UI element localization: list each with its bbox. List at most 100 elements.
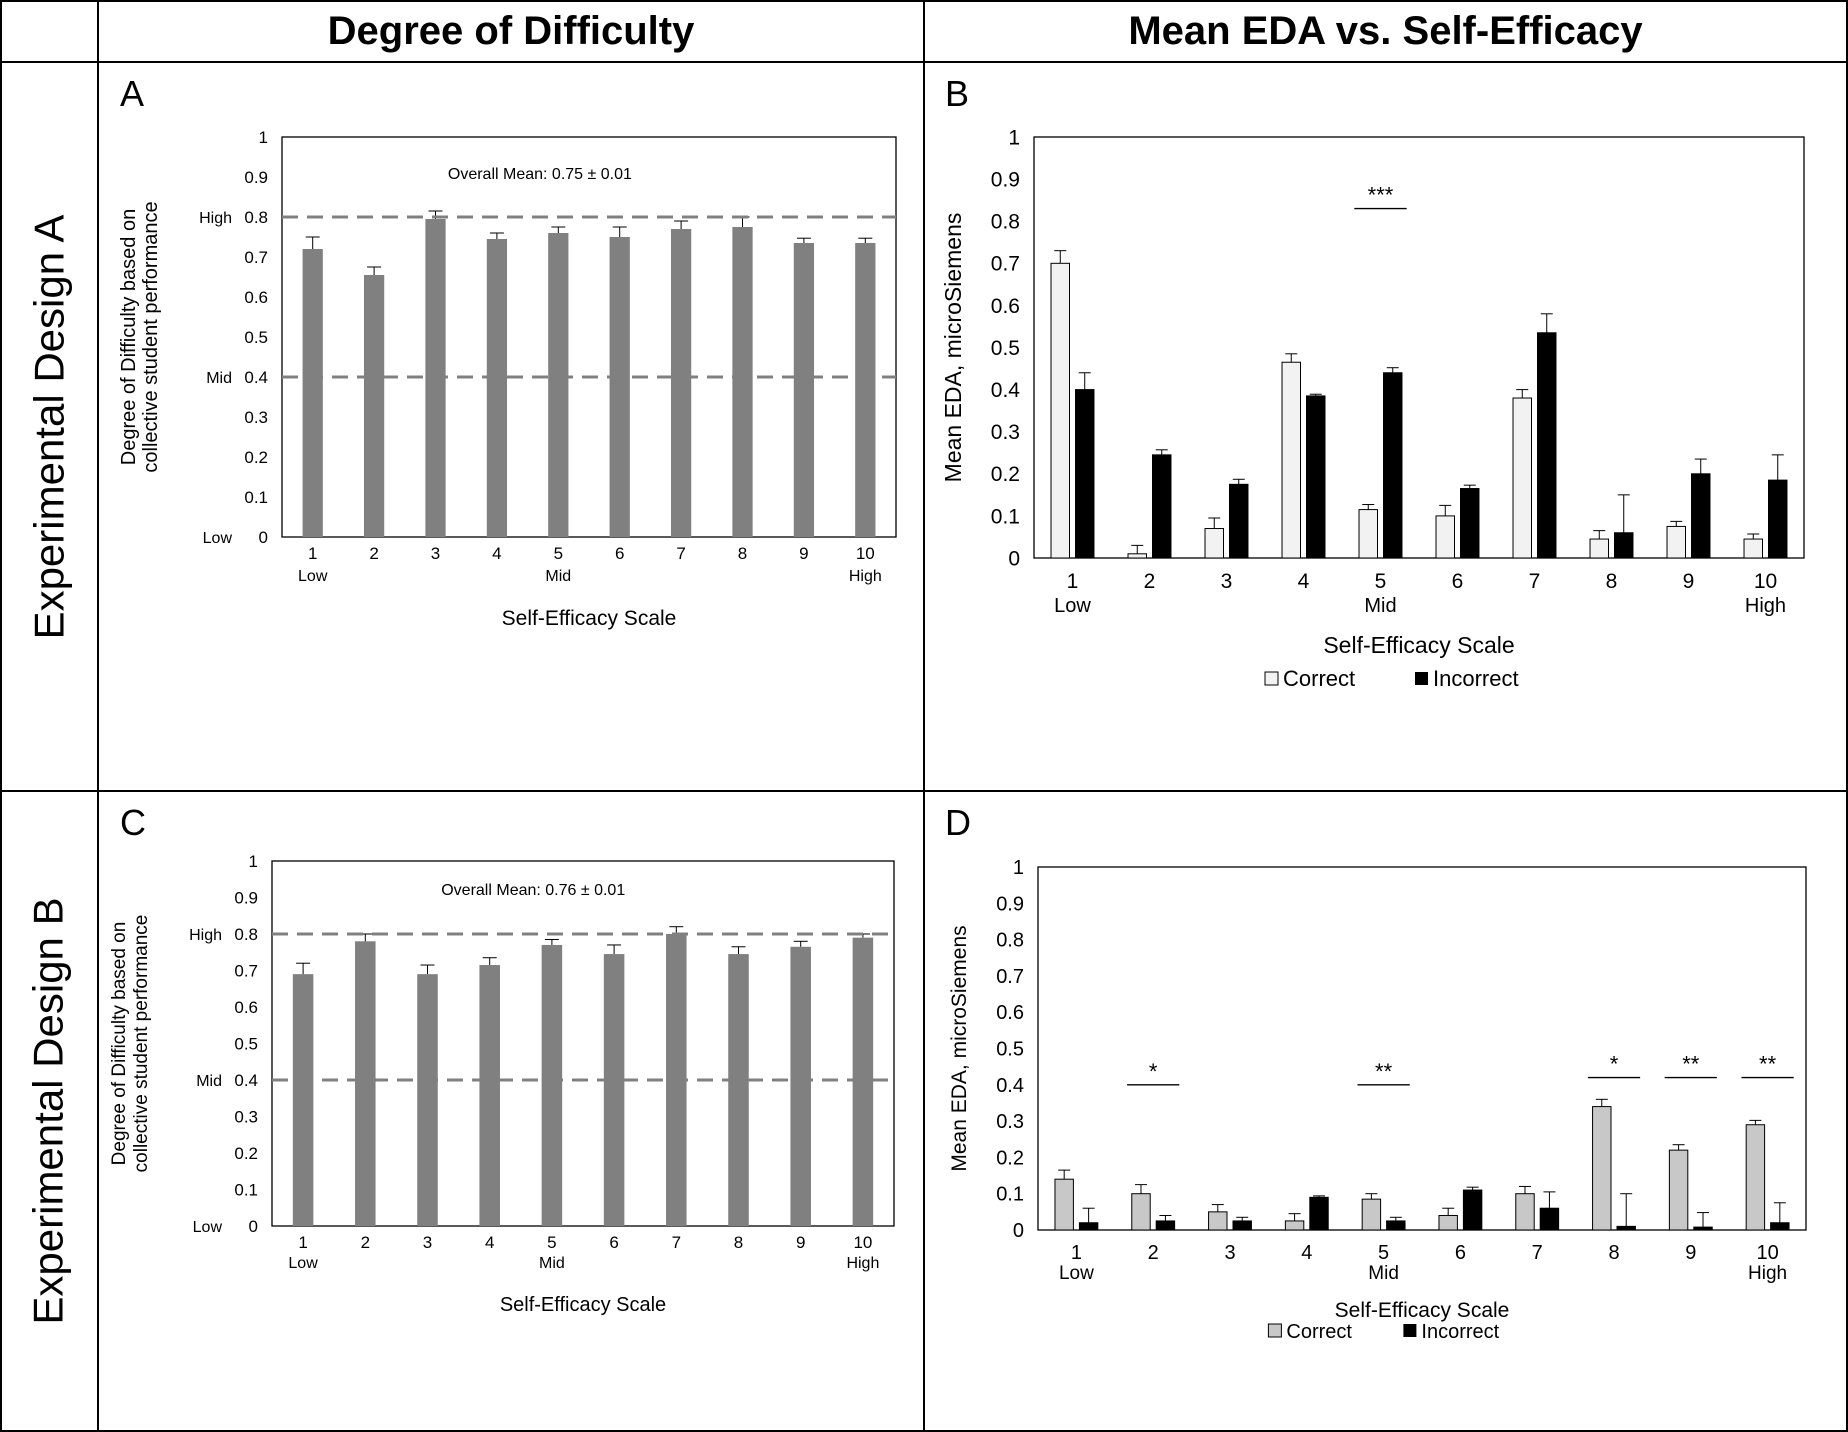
y-tick-label: 0.3 xyxy=(991,421,1020,444)
y-tick-label: 0.2 xyxy=(244,448,268,467)
overall-mean-annotation: Overall Mean: 0.75 ± 0.01 xyxy=(448,166,632,183)
y-tick-label: 1 xyxy=(1008,126,1020,149)
y-tick-label: 0.7 xyxy=(244,248,268,267)
y-tick-label: 0.3 xyxy=(244,408,268,427)
x-tick-sublabel: High xyxy=(1748,1263,1787,1284)
x-tick-label: 8 xyxy=(1606,570,1618,593)
x-tick-sublabel: High xyxy=(1745,595,1786,617)
x-tick-label: 7 xyxy=(672,1233,681,1252)
incorrect-bar xyxy=(1539,1207,1560,1231)
table-border-left xyxy=(0,0,2,1432)
x-tick-label: 10 xyxy=(1756,1242,1778,1264)
y-tick-label: 0 xyxy=(1008,547,1020,570)
plot-frame-b xyxy=(1033,136,1805,559)
x-axis-title: Self-Efficacy Scale xyxy=(500,1294,666,1316)
y-tick-label: 0.9 xyxy=(991,168,1020,191)
x-tick-label: 6 xyxy=(615,544,624,563)
y-axis-title-line: Degree of Difficulty based on xyxy=(109,922,130,1166)
legend-label-incorrect: Incorrect xyxy=(1433,666,1519,691)
table-divider-col1 xyxy=(97,0,99,1432)
incorrect-bar xyxy=(1232,1220,1252,1231)
y-tick-prefix-label: Mid xyxy=(196,1073,222,1090)
incorrect-bar xyxy=(1462,1189,1483,1231)
correct-bar xyxy=(1592,1106,1612,1231)
y-tick-label: 0.4 xyxy=(234,1071,258,1090)
x-tick-sublabel: Mid xyxy=(1368,1263,1399,1284)
significance-marker: * xyxy=(1149,1059,1158,1084)
difficulty-bar xyxy=(479,965,500,1226)
incorrect-bar xyxy=(1386,1220,1406,1231)
legend-label-incorrect: Incorrect xyxy=(1421,1321,1499,1343)
incorrect-bar xyxy=(1616,1225,1636,1231)
difficulty-bar xyxy=(732,227,753,537)
y-tick-prefix-label: Mid xyxy=(206,370,232,387)
x-tick-label: 5 xyxy=(554,544,563,563)
y-tick-label: 0.7 xyxy=(991,253,1020,276)
difficulty-bar xyxy=(548,233,569,537)
x-tick-sublabel: Low xyxy=(288,1255,318,1272)
y-tick-label: 0 xyxy=(1013,1220,1024,1242)
y-tick-label: 0.4 xyxy=(244,368,268,387)
y-tick-label: 0.1 xyxy=(996,1184,1024,1206)
incorrect-bar xyxy=(1078,1222,1099,1231)
plot-frame-d xyxy=(1037,866,1807,1231)
correct-bar xyxy=(1284,1220,1305,1231)
x-tick-label: 4 xyxy=(485,1233,494,1252)
y-axis-title-line: Degree of Difficulty based on xyxy=(118,209,140,465)
y-tick-label: 1 xyxy=(1013,857,1024,879)
y-tick-label: 0.7 xyxy=(234,961,258,980)
incorrect-bar xyxy=(1309,1196,1329,1231)
x-tick-label: 3 xyxy=(423,1233,432,1252)
x-tick-sublabel: Low xyxy=(1054,595,1091,617)
plot-frame-a xyxy=(281,136,897,538)
x-tick-label: 3 xyxy=(431,544,440,563)
y-tick-label: 0.8 xyxy=(991,211,1020,234)
y-axis-title-group: Degree of Difficulty based on collective … xyxy=(109,915,152,1173)
significance-marker: ** xyxy=(1682,1052,1700,1077)
incorrect-bar xyxy=(1693,1226,1713,1231)
y-tick-label: 0 xyxy=(259,528,268,547)
x-tick-label: 2 xyxy=(1144,570,1156,593)
y-tick-label: 0.8 xyxy=(234,925,258,944)
y-tick-label: 0.7 xyxy=(996,966,1024,988)
difficulty-bar xyxy=(852,937,874,1226)
x-tick-label: 9 xyxy=(799,544,808,563)
y-tick-label: 0.3 xyxy=(234,1107,258,1126)
x-tick-label: 5 xyxy=(1378,1242,1389,1264)
x-tick-label: 1 xyxy=(308,544,317,563)
x-tick-label: 1 xyxy=(298,1233,307,1252)
x-tick-label: 9 xyxy=(1685,1242,1696,1264)
table-divider-rows xyxy=(0,790,1848,792)
x-tick-label: 9 xyxy=(796,1233,805,1252)
x-tick-label: 6 xyxy=(609,1233,618,1252)
x-tick-sublabel: Low xyxy=(298,568,328,585)
x-axis-title: Self-Efficacy Scale xyxy=(502,607,677,630)
correct-bar xyxy=(1208,1211,1228,1231)
y-tick-label: 0.3 xyxy=(996,1111,1024,1133)
x-tick-sublabel: High xyxy=(846,1255,879,1272)
x-tick-label: 4 xyxy=(492,544,501,563)
difficulty-bar xyxy=(728,954,749,1226)
difficulty-bar xyxy=(603,954,625,1226)
x-tick-sublabel: Mid xyxy=(1364,595,1396,617)
x-tick-label: 9 xyxy=(1683,570,1695,593)
y-tick-label: 0.5 xyxy=(244,328,268,347)
x-axis-title: Self-Efficacy Scale xyxy=(1323,632,1514,658)
significance-marker: ** xyxy=(1375,1059,1393,1084)
x-tick-label: 1 xyxy=(1071,1242,1082,1264)
legend-swatch-incorrect xyxy=(1403,1324,1417,1337)
x-tick-label: 8 xyxy=(734,1233,743,1252)
x-tick-sublabel: Mid xyxy=(545,568,571,585)
legend-label-correct: Correct xyxy=(1286,1321,1352,1343)
incorrect-bar xyxy=(1770,1222,1790,1231)
difficulty-bar xyxy=(292,974,314,1226)
difficulty-bar xyxy=(417,974,438,1226)
x-tick-label: 6 xyxy=(1452,570,1464,593)
panel-letter-c: C xyxy=(120,802,146,843)
y-axis-title: Mean EDA, microSiemens xyxy=(948,925,971,1171)
x-tick-label: 2 xyxy=(361,1233,370,1252)
table-border-right xyxy=(1846,0,1848,1432)
